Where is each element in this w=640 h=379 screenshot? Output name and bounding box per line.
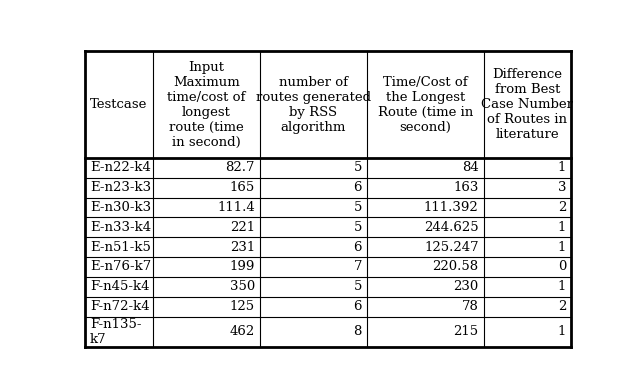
Text: E-n30-k3: E-n30-k3 [90,201,151,214]
Text: 165: 165 [230,181,255,194]
Text: 220.58: 220.58 [433,260,479,274]
Text: number of
routes generated
by RSS
algorithm: number of routes generated by RSS algori… [256,75,371,133]
Text: 7: 7 [353,260,362,274]
Text: 111.4: 111.4 [217,201,255,214]
Text: 5: 5 [353,280,362,293]
Text: 78: 78 [461,300,479,313]
Text: 2: 2 [557,201,566,214]
Text: F-n135-
k7: F-n135- k7 [90,318,141,346]
Text: 84: 84 [462,161,479,174]
Text: F-n72-k4: F-n72-k4 [90,300,150,313]
Text: 6: 6 [353,241,362,254]
Text: 230: 230 [453,280,479,293]
Text: 5: 5 [353,221,362,234]
Text: 1: 1 [557,221,566,234]
Text: 244.625: 244.625 [424,221,479,234]
Text: 3: 3 [557,181,566,194]
Text: 0: 0 [557,260,566,274]
Text: E-n22-k4: E-n22-k4 [90,161,151,174]
Text: 6: 6 [353,181,362,194]
Text: 215: 215 [454,326,479,338]
Text: E-n51-k5: E-n51-k5 [90,241,151,254]
Text: 1: 1 [557,326,566,338]
Text: 199: 199 [230,260,255,274]
Text: 5: 5 [353,201,362,214]
Text: 462: 462 [230,326,255,338]
Text: 350: 350 [230,280,255,293]
Text: Difference
from Best
Case Number
of Routes in
literature: Difference from Best Case Number of Rout… [481,68,573,141]
Text: 1: 1 [557,161,566,174]
Text: E-n23-k3: E-n23-k3 [90,181,151,194]
Text: 163: 163 [453,181,479,194]
Text: 1: 1 [557,280,566,293]
Text: 2: 2 [557,300,566,313]
Text: 221: 221 [230,221,255,234]
Text: 5: 5 [353,161,362,174]
Text: 125.247: 125.247 [424,241,479,254]
Text: Time/Cost of
the Longest
Route (time in
second): Time/Cost of the Longest Route (time in … [378,75,473,133]
Text: 1: 1 [557,241,566,254]
Text: E-n76-k7: E-n76-k7 [90,260,151,274]
Text: 231: 231 [230,241,255,254]
Text: 111.392: 111.392 [424,201,479,214]
Text: 6: 6 [353,300,362,313]
Text: F-n45-k4: F-n45-k4 [90,280,149,293]
Text: 82.7: 82.7 [225,161,255,174]
Text: Input
Maximum
time/cost of
longest
route (time
in second): Input Maximum time/cost of longest route… [167,61,246,149]
Text: 8: 8 [353,326,362,338]
Text: 125: 125 [230,300,255,313]
Text: E-n33-k4: E-n33-k4 [90,221,151,234]
Text: Testcase: Testcase [90,98,148,111]
